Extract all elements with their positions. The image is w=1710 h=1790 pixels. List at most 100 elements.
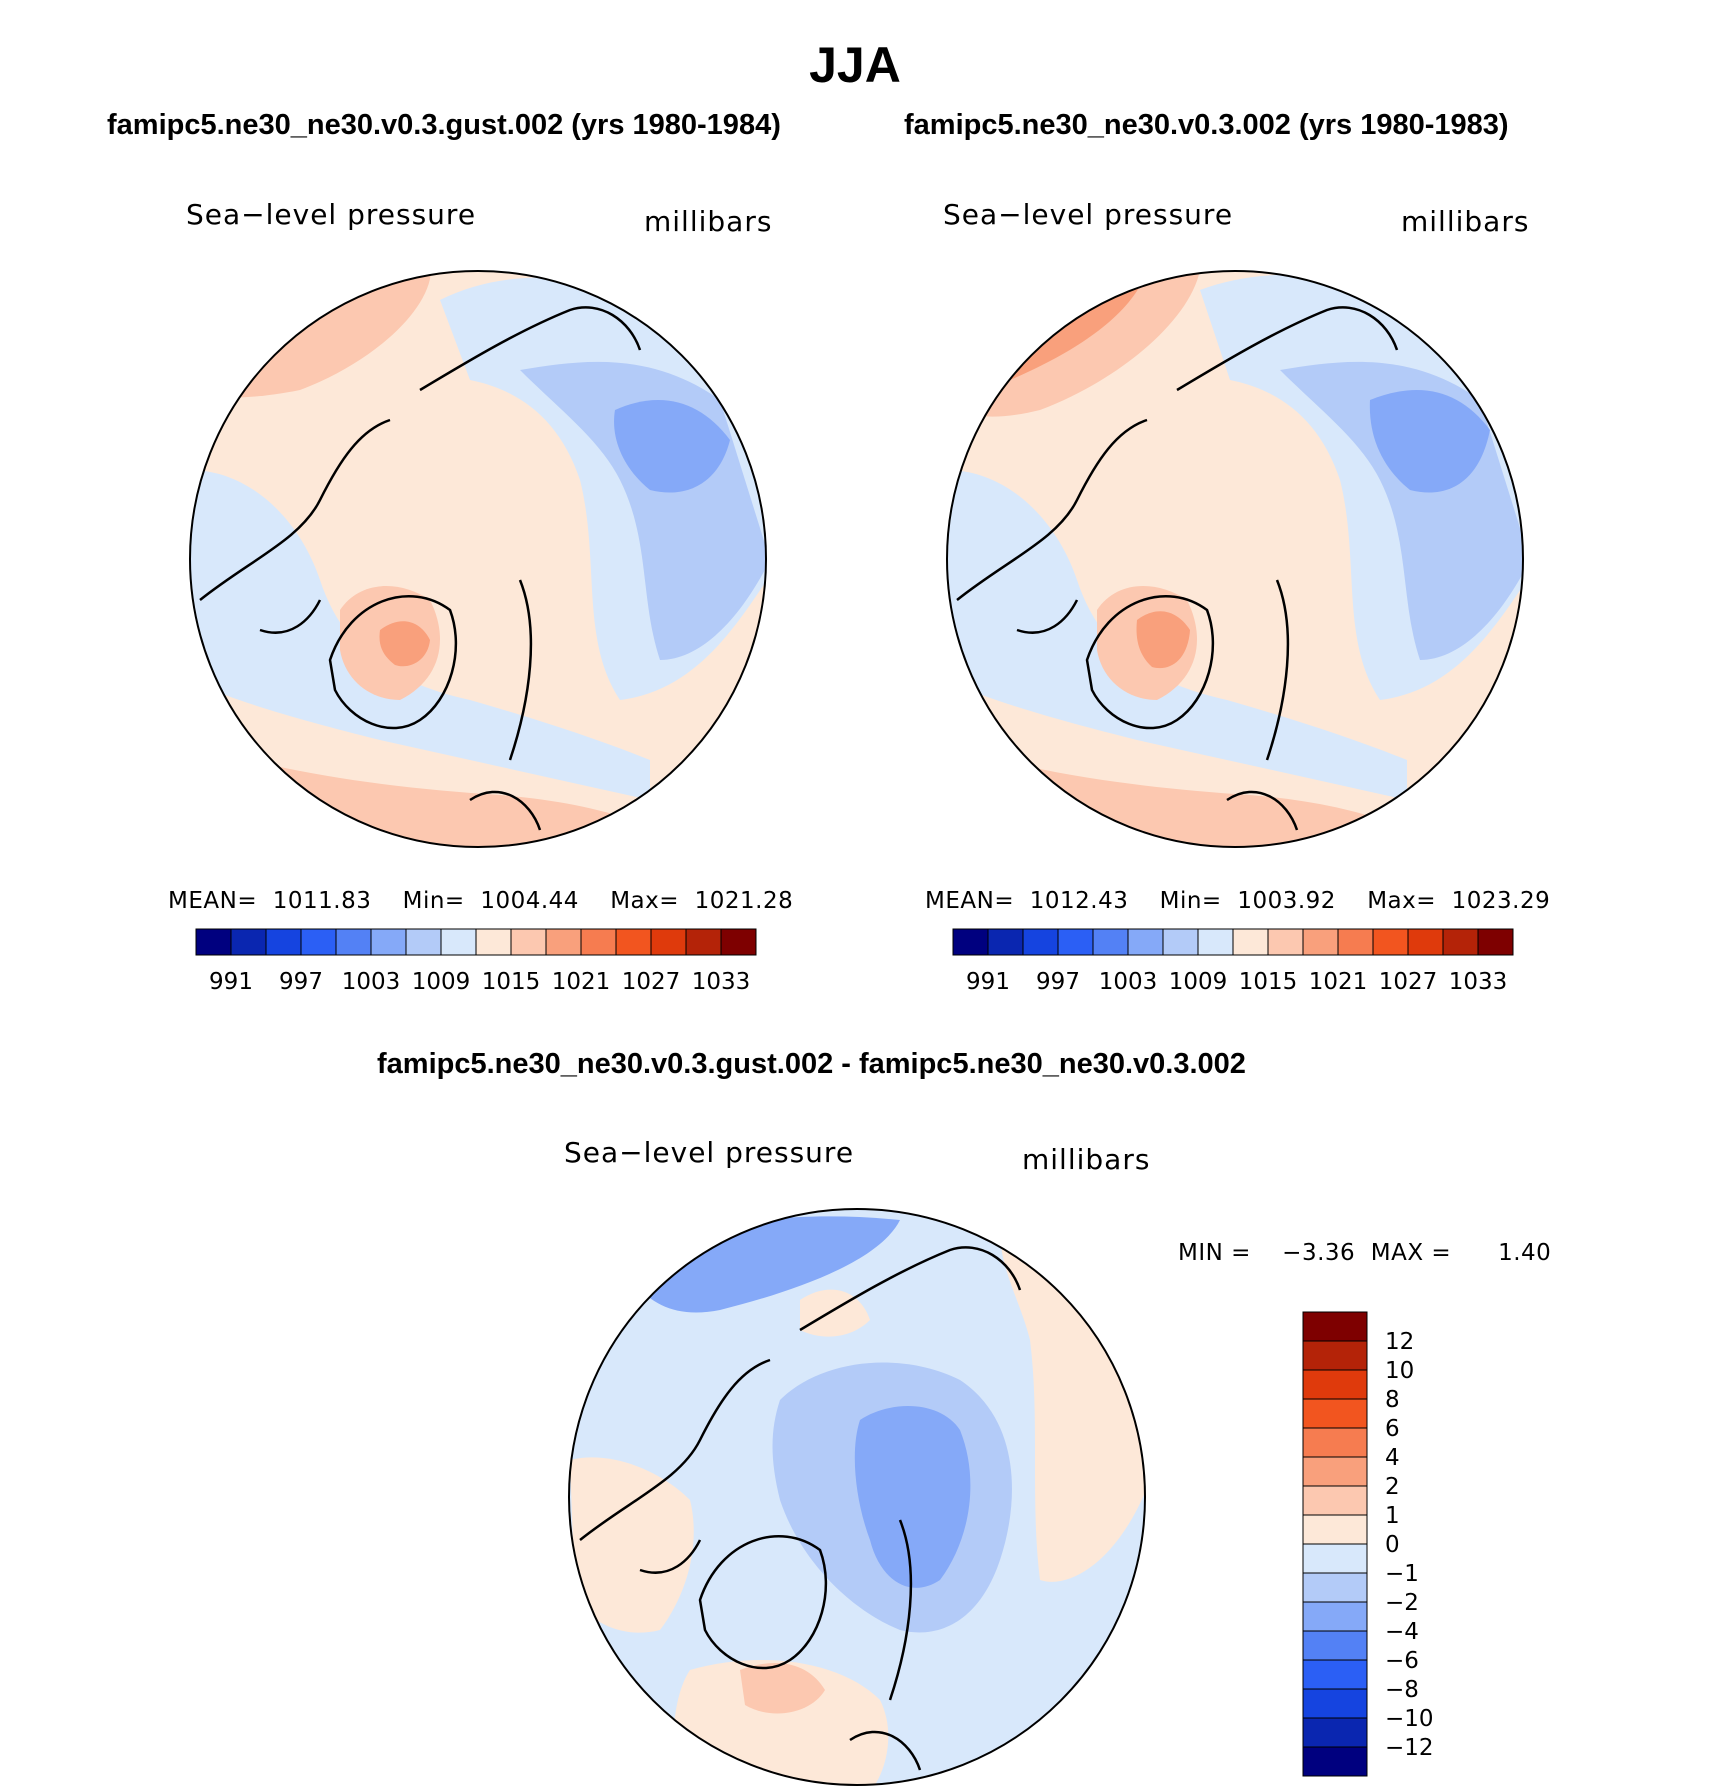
panel-2-colorbar-tick-7: 1033	[1449, 969, 1508, 995]
panel-2-variable-label: Sea−level pressure	[943, 198, 1234, 231]
diff-coastline-greenland	[698, 1535, 828, 1670]
diff-colorbar-swatch-6	[1302, 1485, 1368, 1516]
panel-1-stats: MEAN= 1011.83 Min= 1004.44 Max= 1021.28	[168, 888, 793, 914]
panel-1-max-label: Max=	[610, 888, 680, 914]
panel-2-colorbar-swatch-9	[1267, 928, 1304, 956]
panel-1-colorbar-tick-7: 1033	[692, 969, 751, 995]
diff-colorbar-swatch-15	[1302, 1746, 1368, 1777]
panel-1-colorbar-swatch-8	[475, 928, 512, 956]
panel-2-colorbar-tick-3: 1009	[1169, 969, 1228, 995]
panel-2-min-label: Min=	[1159, 888, 1222, 914]
panel-2-coastline-greenland	[1085, 595, 1215, 730]
panel-1-colorbar-swatch-10	[545, 928, 582, 956]
panel-1-colorbar-swatch-9	[510, 928, 547, 956]
panel-1-colorbar-swatch-3	[300, 928, 337, 956]
panel-1-units-label: millibars	[644, 205, 773, 238]
diff-variable-label: Sea−level pressure	[564, 1136, 855, 1169]
panel-1-coastline-america	[199, 418, 391, 634]
panel-2-units-label: millibars	[1401, 205, 1530, 238]
diff-max-label: MAX =	[1370, 1240, 1452, 1266]
panel-2-colorbar-tick-5: 1021	[1309, 969, 1368, 995]
panel-2-colorbar-swatch-2	[1022, 928, 1059, 956]
panel-2-colorbar-tick-1: 997	[1036, 969, 1080, 995]
diff-colorbar-swatch-5	[1302, 1456, 1368, 1487]
diff-colorbar-tick-8: −1	[1385, 1561, 1419, 1587]
diff-colorbar-tick-14: −12	[1385, 1735, 1434, 1761]
panel-1-greenland-core	[379, 621, 430, 667]
diff-colorbar-tick-10: −4	[1385, 1619, 1419, 1645]
panel-2-low-core-east	[1369, 390, 1490, 493]
panel-1-colorbar-tick-5: 1021	[552, 969, 611, 995]
panel-2-colorbar-swatch-0	[952, 928, 989, 956]
diff-colorbar-swatch-12	[1302, 1659, 1368, 1690]
panel-2-low-band-west	[947, 470, 1407, 800]
panel-1-low-core-east	[614, 400, 730, 493]
diff-map	[568, 1208, 1146, 1786]
diff-coastline-america	[579, 1358, 771, 1574]
panel-1-colorbar-swatch-0	[195, 928, 232, 956]
panel-2-colorbar-tick-6: 1027	[1379, 969, 1438, 995]
panel-2-colorbar-swatch-6	[1162, 928, 1199, 956]
panel-1-colorbar-swatch-7	[440, 928, 477, 956]
panel-2-colorbar-swatch-14	[1442, 928, 1479, 956]
diff-colorbar-tick-9: −2	[1385, 1590, 1419, 1616]
panel-1-colorbar-tick-6: 1027	[622, 969, 681, 995]
panel-2-colorbar-swatch-4	[1092, 928, 1129, 956]
diff-colorbar-swatch-2	[1302, 1369, 1368, 1400]
panel-1-variable-label: Sea−level pressure	[186, 198, 477, 231]
panel-2-colorbar-tick-0: 991	[966, 969, 1010, 995]
diff-min-label: MIN =	[1178, 1240, 1251, 1266]
diff-colorbar-tick-6: 1	[1385, 1503, 1400, 1529]
diff-colorbar-tick-3: 6	[1385, 1416, 1400, 1442]
panel-2-max-value: 1023.29	[1451, 888, 1551, 914]
diff-colorbar-swatch-8	[1302, 1543, 1368, 1574]
panel-2-coastline-eurasia	[1176, 306, 1399, 831]
panel-1-colorbar-swatch-11	[580, 928, 617, 956]
panel-1-min-label: Min=	[402, 888, 465, 914]
diff-colorbar-tick-7: 0	[1385, 1532, 1400, 1558]
panel-2-colorbar-swatch-15	[1477, 928, 1514, 956]
season-title: JJA	[809, 37, 901, 93]
panel-2-colorbar-swatch-7	[1197, 928, 1234, 956]
panel-2-colorbar-swatch-10	[1302, 928, 1339, 956]
panel-2-colorbar-swatch-12	[1372, 928, 1409, 956]
diff-colorbar-swatch-7	[1302, 1514, 1368, 1545]
panel-2-colorbar-swatch-13	[1407, 928, 1444, 956]
diff-map-border	[568, 1208, 1146, 1786]
panel-2-colorbar-swatch-8	[1232, 928, 1269, 956]
panel-1-mean-value: 1011.83	[272, 888, 372, 914]
diff-colorbar-swatch-1	[1302, 1340, 1368, 1371]
diff-colorbar-swatch-10	[1302, 1601, 1368, 1632]
panel-1-colorbar-swatch-4	[335, 928, 372, 956]
diff-max-value: 1.40	[1498, 1240, 1552, 1266]
panel-1-colorbar-tick-2: 1003	[342, 969, 401, 995]
panel-2-case-title: famipc5.ne30_ne30.v0.3.002 (yrs 1980-198…	[904, 109, 1509, 141]
panel-2-colorbar-swatch-3	[1057, 928, 1094, 956]
diff-colorbar-swatch-0	[1302, 1311, 1368, 1342]
panel-1-colorbar-swatch-14	[685, 928, 722, 956]
diff-positive-north	[800, 1289, 870, 1337]
diff-colorbar-swatch-13	[1302, 1688, 1368, 1719]
diff-colorbar-tick-12: −8	[1385, 1677, 1419, 1703]
panel-1-colorbar: 991 997 1003 1009 1015 1021 1027 1033	[195, 928, 757, 995]
diff-low-core-center	[854, 1406, 971, 1588]
diff-positive-east	[1000, 1230, 1145, 1582]
panel-1-map-border	[189, 270, 767, 848]
panel-2-coastline-america	[956, 418, 1148, 634]
diff-colorbar-tick-11: −6	[1385, 1648, 1419, 1674]
panel-1-coastline-greenland	[328, 595, 458, 730]
diff-units-label: millibars	[1022, 1143, 1151, 1176]
panel-1-colorbar-swatch-2	[265, 928, 302, 956]
diff-colorbar-tick-5: 2	[1385, 1474, 1400, 1500]
diff-positive-south-core	[740, 1662, 825, 1714]
panel-2-map	[946, 270, 1524, 848]
diff-colorbar-tick-4: 4	[1385, 1445, 1400, 1471]
diff-colorbar-tick-0: 12	[1385, 1329, 1414, 1355]
panel-1-colorbar-tick-0: 991	[209, 969, 253, 995]
diff-colorbar-tick-13: −10	[1385, 1706, 1434, 1732]
diff-colorbar-swatch-3	[1302, 1398, 1368, 1429]
panel-2-map-border	[946, 270, 1524, 848]
panel-2-max-label: Max=	[1367, 888, 1437, 914]
panel-1-map	[189, 270, 767, 848]
